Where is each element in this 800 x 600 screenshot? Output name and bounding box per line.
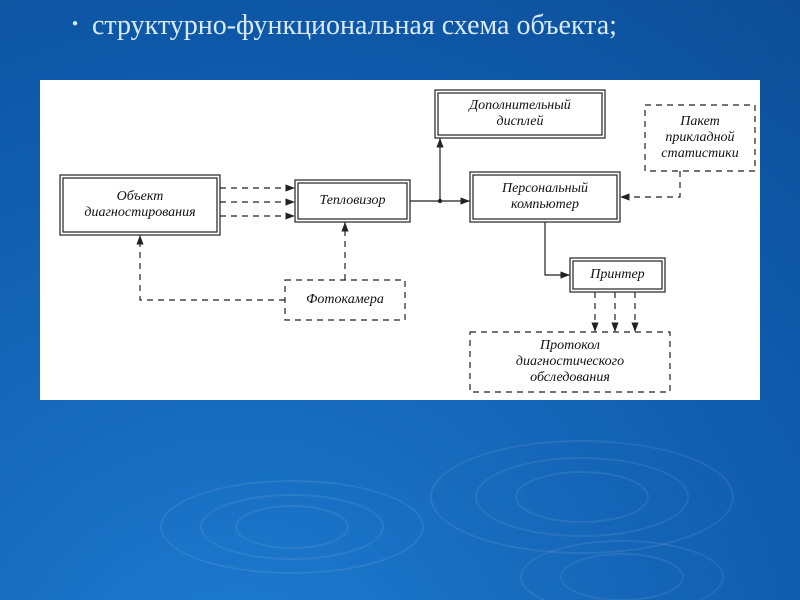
svg-text:Объект: Объект xyxy=(117,189,164,204)
svg-text:Протокол: Протокол xyxy=(539,338,600,353)
node-prn: Принтер xyxy=(570,258,665,292)
svg-text:диагностического: диагностического xyxy=(516,354,624,369)
node-stat: Пакетприкладнойстатистики xyxy=(645,105,755,171)
svg-text:Принтер: Принтер xyxy=(589,267,644,282)
svg-text:дисплей: дисплей xyxy=(497,114,544,129)
flowchart-svg: Объектдиагностирования Тепловизор Дополнит… xyxy=(40,80,760,400)
node-disp: Дополнительныйдисплей xyxy=(435,90,605,138)
svg-text:Фотокамера: Фотокамера xyxy=(306,292,384,307)
svg-text:Тепловизор: Тепловизор xyxy=(319,193,385,208)
edge-pc-prn xyxy=(545,222,570,275)
node-foto: Фотокамера xyxy=(285,280,405,320)
svg-text:компьютер: компьютер xyxy=(511,197,579,212)
svg-text:обследования: обследования xyxy=(530,370,610,385)
edge-foto-obj xyxy=(140,235,285,300)
node-proto: Протоколдиагностическогообследования xyxy=(470,332,670,392)
slide: ● структурно-функциональная схема объект… xyxy=(0,0,800,600)
svg-text:диагностирования: диагностирования xyxy=(84,205,195,220)
svg-text:прикладной: прикладной xyxy=(665,130,734,145)
svg-text:Пакет: Пакет xyxy=(679,114,719,129)
slide-title: структурно-функциональная схема объекта; xyxy=(92,10,712,42)
node-tepl: Тепловизор xyxy=(295,180,410,222)
bullet-icon: ● xyxy=(72,18,78,29)
svg-text:Персональный: Персональный xyxy=(501,181,588,196)
node-pc: Персональныйкомпьютер xyxy=(470,172,620,222)
svg-text:Дополнительный: Дополнительный xyxy=(467,98,571,113)
node-obj: Объектдиагностирования xyxy=(60,175,220,235)
svg-text:статистики: статистики xyxy=(661,146,738,161)
diagram-canvas: Объектдиагностирования Тепловизор Дополнит… xyxy=(40,80,760,400)
edge-stat-pc xyxy=(620,171,680,197)
